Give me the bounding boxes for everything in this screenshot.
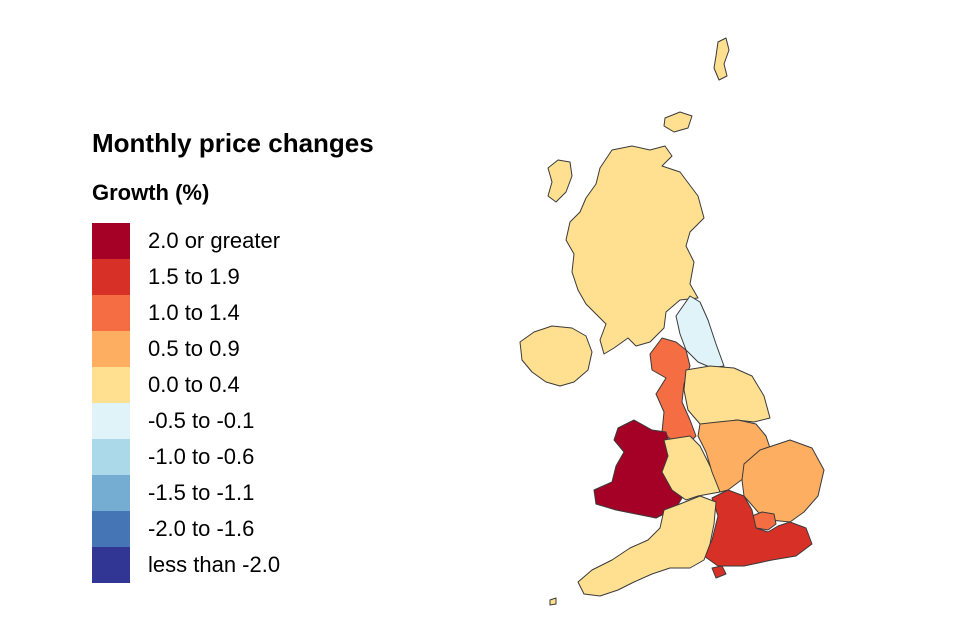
legend-swatch — [92, 259, 130, 295]
legend-item: -1.5 to -1.1 — [92, 475, 280, 511]
legend-label: -1.0 to -0.6 — [148, 444, 255, 469]
legend-swatch — [92, 475, 130, 511]
legend-label: 0.5 to 0.9 — [148, 336, 240, 361]
uk-map-svg — [519, 37, 825, 606]
region-south-east-isle-of-wight[interactable] — [711, 565, 727, 579]
region-northern-ireland[interactable] — [519, 325, 593, 387]
legend-swatch — [92, 439, 130, 475]
legend-item: 0.5 to 0.9 — [92, 331, 280, 367]
legend-label: 1.5 to 1.9 — [148, 264, 240, 289]
region-scotland-hebrides[interactable] — [547, 159, 573, 203]
legend-item: 1.5 to 1.9 — [92, 259, 280, 295]
legend-swatch — [92, 511, 130, 547]
legend-subtitle: Growth (%) — [92, 180, 210, 205]
legend-title: Monthly price changes — [92, 128, 374, 158]
region-scotland-shetland[interactable] — [713, 37, 730, 81]
legend-swatch — [92, 295, 130, 331]
legend-item: -0.5 to -0.1 — [92, 403, 280, 439]
legend-swatch — [92, 367, 130, 403]
region-scotland-orkney[interactable] — [663, 111, 693, 133]
legend-label: -0.5 to -0.1 — [148, 408, 255, 433]
legend-swatch — [92, 223, 130, 259]
region-west-midlands[interactable] — [661, 435, 721, 501]
region-yorkshire-humber[interactable] — [683, 365, 771, 427]
legend-label: 0.0 to 0.4 — [148, 372, 240, 397]
region-south-west-scilly[interactable] — [549, 597, 557, 606]
uk-map — [440, 20, 920, 620]
legend-item: -1.0 to -0.6 — [92, 439, 280, 475]
legend-label: -1.5 to -1.1 — [148, 480, 255, 505]
legend-item: 0.0 to 0.4 — [92, 367, 280, 403]
region-scotland[interactable] — [565, 145, 705, 355]
legend-swatch — [92, 403, 130, 439]
region-south-west[interactable] — [577, 495, 717, 597]
legend-label: less than -2.0 — [148, 552, 281, 577]
legend-label: 2.0 or greater — [148, 228, 281, 253]
legend-item: 1.0 to 1.4 — [92, 295, 280, 331]
legend-swatch — [92, 331, 130, 367]
legend-label: 1.0 to 1.4 — [148, 300, 240, 325]
region-wales[interactable] — [593, 419, 683, 519]
legend-swatch — [92, 547, 130, 583]
legend-item: less than -2.0 — [92, 547, 280, 583]
legend-label: -2.0 to -1.6 — [148, 516, 255, 541]
legend: 2.0 or greater 1.5 to 1.9 1.0 to 1.4 0.5… — [92, 223, 280, 583]
legend-item: 2.0 or greater — [92, 223, 280, 259]
legend-item: -2.0 to -1.6 — [92, 511, 280, 547]
